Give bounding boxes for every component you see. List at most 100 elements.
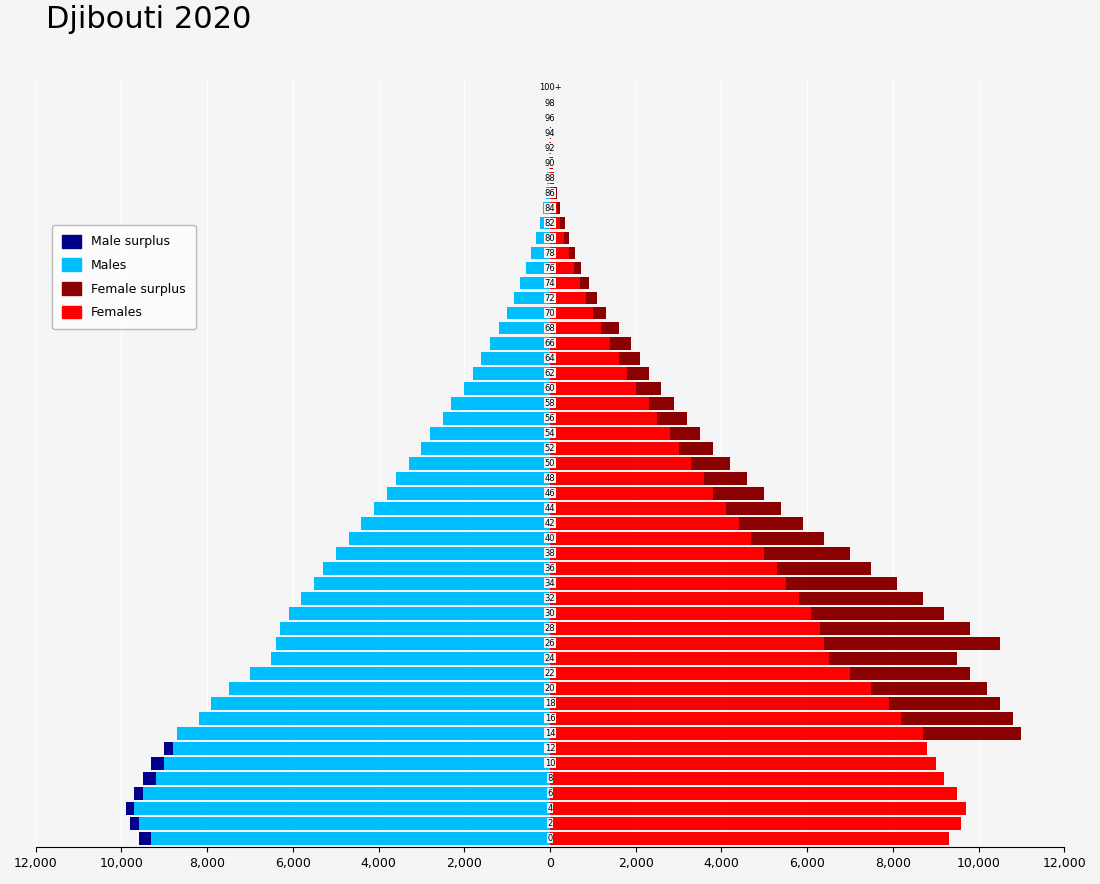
- Bar: [336, 547, 550, 560]
- Text: 56: 56: [544, 414, 556, 423]
- Text: 66: 66: [544, 339, 556, 347]
- Text: 86: 86: [544, 188, 556, 197]
- Bar: [610, 337, 631, 349]
- Bar: [550, 202, 560, 215]
- Bar: [552, 171, 554, 185]
- Bar: [550, 787, 957, 800]
- Bar: [777, 562, 871, 575]
- Bar: [704, 472, 747, 484]
- Bar: [593, 307, 606, 319]
- Bar: [143, 772, 550, 785]
- Text: 70: 70: [544, 309, 556, 317]
- Bar: [177, 727, 550, 740]
- Bar: [550, 292, 597, 304]
- Bar: [550, 247, 575, 260]
- Bar: [152, 757, 550, 770]
- Bar: [526, 262, 550, 274]
- Text: 64: 64: [544, 354, 556, 362]
- Bar: [550, 712, 1013, 725]
- Bar: [871, 682, 987, 695]
- Bar: [679, 442, 713, 454]
- Text: 28: 28: [544, 624, 556, 633]
- Bar: [558, 202, 560, 215]
- Text: 100+: 100+: [539, 83, 561, 93]
- Bar: [850, 667, 970, 680]
- Bar: [799, 592, 923, 605]
- Bar: [550, 397, 674, 409]
- Bar: [374, 502, 550, 514]
- Text: 36: 36: [544, 564, 556, 573]
- Bar: [751, 532, 824, 545]
- Bar: [276, 636, 550, 650]
- Bar: [550, 277, 588, 289]
- Bar: [901, 712, 1013, 725]
- Text: Djibouti 2020: Djibouti 2020: [46, 5, 252, 34]
- Bar: [464, 382, 550, 394]
- Bar: [548, 171, 550, 185]
- Text: 88: 88: [544, 173, 556, 182]
- Bar: [550, 727, 1022, 740]
- Text: 74: 74: [544, 278, 556, 287]
- Legend: Male surplus, Males, Female surplus, Females: Male surplus, Males, Female surplus, Fem…: [53, 225, 196, 329]
- Bar: [272, 652, 550, 665]
- Bar: [550, 636, 1000, 650]
- Bar: [550, 262, 581, 274]
- Bar: [362, 517, 550, 530]
- Bar: [387, 487, 550, 499]
- Text: 38: 38: [544, 549, 556, 558]
- Bar: [550, 337, 631, 349]
- Bar: [473, 367, 550, 379]
- Bar: [549, 156, 550, 170]
- Bar: [430, 427, 550, 439]
- Text: 34: 34: [544, 579, 556, 588]
- Text: 62: 62: [544, 369, 556, 377]
- Bar: [550, 217, 564, 230]
- Bar: [586, 292, 597, 304]
- Text: 32: 32: [544, 594, 556, 603]
- Bar: [164, 742, 550, 755]
- Text: 52: 52: [544, 444, 556, 453]
- Text: 12: 12: [544, 743, 556, 753]
- Bar: [550, 682, 987, 695]
- Bar: [574, 262, 581, 274]
- Text: 20: 20: [544, 684, 556, 693]
- Bar: [349, 532, 550, 545]
- Bar: [143, 772, 156, 785]
- Bar: [692, 457, 730, 469]
- Text: 0: 0: [548, 834, 552, 842]
- Bar: [546, 187, 550, 200]
- Bar: [564, 232, 570, 245]
- Text: 26: 26: [544, 639, 556, 648]
- Text: 30: 30: [544, 609, 556, 618]
- Bar: [569, 247, 575, 260]
- Bar: [408, 457, 550, 469]
- Bar: [550, 171, 554, 185]
- Bar: [550, 817, 961, 830]
- Bar: [618, 352, 640, 364]
- Bar: [152, 757, 164, 770]
- Text: 48: 48: [544, 474, 556, 483]
- Text: 94: 94: [544, 128, 556, 138]
- Text: 42: 42: [544, 519, 556, 528]
- Bar: [923, 727, 1022, 740]
- Bar: [550, 577, 898, 590]
- Bar: [139, 832, 550, 845]
- Bar: [451, 397, 550, 409]
- Bar: [550, 502, 781, 514]
- Bar: [443, 412, 550, 424]
- Bar: [130, 817, 139, 830]
- Bar: [134, 787, 550, 800]
- Text: 44: 44: [544, 504, 556, 513]
- Bar: [554, 187, 557, 200]
- Bar: [550, 141, 551, 155]
- Text: 84: 84: [544, 203, 556, 212]
- Bar: [280, 622, 550, 635]
- Text: 8: 8: [548, 774, 552, 783]
- Text: 16: 16: [544, 713, 556, 723]
- Bar: [627, 367, 649, 379]
- Bar: [550, 652, 957, 665]
- Bar: [139, 832, 152, 845]
- Bar: [301, 592, 550, 605]
- Bar: [828, 652, 957, 665]
- Text: 10: 10: [544, 758, 556, 768]
